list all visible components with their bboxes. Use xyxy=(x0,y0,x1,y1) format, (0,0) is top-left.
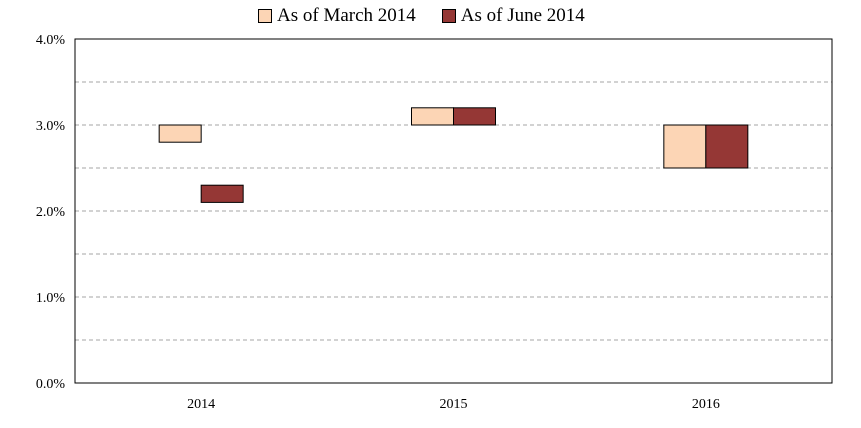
y-tick-label: 1.0% xyxy=(36,291,66,306)
bar-march-2014 xyxy=(158,124,202,143)
legend-item-june: As of June 2014 xyxy=(441,5,585,27)
y-tick-label: 2.0% xyxy=(36,205,66,220)
bar-march-2016 xyxy=(663,124,707,169)
x-tick-label: 2016 xyxy=(692,397,720,412)
y-tick-label: 4.0% xyxy=(36,33,66,48)
y-tick-label: 3.0% xyxy=(36,119,66,134)
legend-label-march: As of March 2014 xyxy=(277,5,416,26)
legend-swatch-march xyxy=(258,9,272,23)
legend-item-march: As of March 2014 xyxy=(258,5,416,27)
legend-label-june: As of June 2014 xyxy=(460,5,585,26)
bar-march-2015 xyxy=(411,107,454,126)
bar-june-2015 xyxy=(453,107,496,126)
bar-june-2016 xyxy=(705,124,749,169)
plot-border xyxy=(74,38,833,384)
legend-swatch-june xyxy=(441,9,456,23)
legend: As of March 2014 As of June 2014 xyxy=(258,4,611,28)
bar-june-2014 xyxy=(200,184,244,203)
x-tick-label: 2015 xyxy=(440,397,468,412)
x-tick-label: 2014 xyxy=(187,397,215,412)
y-tick-label: 0.0% xyxy=(36,377,66,392)
